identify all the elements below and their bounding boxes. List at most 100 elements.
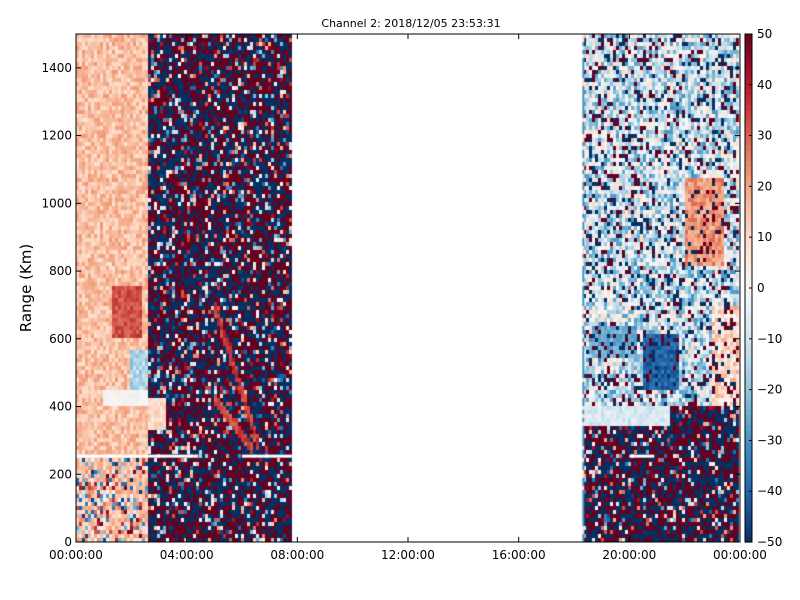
colorbar-segment — [745, 516, 752, 523]
colorbar-segment — [745, 394, 752, 401]
colorbar-segment — [745, 511, 752, 518]
x-tick-label: 00:00:00 — [713, 548, 767, 562]
colorbar-segment — [745, 354, 752, 360]
colorbar-segment — [745, 69, 752, 76]
colorbar-segment — [745, 328, 752, 335]
colorbar-tick-label: −20 — [757, 383, 782, 397]
colorbar-segment — [745, 506, 752, 513]
colorbar-segment — [745, 176, 752, 182]
colorbar-segment — [745, 420, 752, 426]
colorbar-segment — [745, 100, 752, 106]
colorbar-segment — [745, 338, 752, 345]
colorbar-segment — [745, 288, 752, 294]
colorbar-tick-label: 50 — [757, 27, 772, 41]
colorbar-segment — [745, 221, 752, 228]
colorbar-tick-label: 40 — [757, 78, 772, 92]
colorbar-segment — [745, 531, 752, 538]
colorbar-segment — [745, 384, 752, 391]
colorbar-segment — [745, 262, 752, 269]
y-tick-label: 600 — [49, 332, 72, 346]
colorbar-segment — [745, 435, 752, 441]
y-tick-label: 1400 — [41, 61, 72, 75]
y-tick-label: 0 — [64, 535, 72, 549]
colorbar-segment — [745, 74, 752, 81]
colorbar-segment — [745, 155, 752, 162]
colorbar-segment — [745, 206, 752, 213]
x-tick-label: 04:00:00 — [160, 548, 214, 562]
colorbar-segment — [745, 49, 752, 55]
colorbar-segment — [745, 475, 752, 482]
colorbar-segment — [745, 333, 752, 340]
x-tick-label: 12:00:00 — [381, 548, 435, 562]
colorbar-segment — [745, 39, 752, 45]
colorbar-segment — [745, 491, 752, 497]
colorbar: 50 40 30 20 10 0 −10 −20 −30 −40 −50 — [744, 27, 782, 549]
colorbar-segment — [745, 425, 752, 431]
colorbar-tick-label: −10 — [757, 332, 782, 346]
colorbar-segment — [745, 536, 752, 543]
colorbar-segment — [745, 450, 752, 457]
colorbar-segment — [745, 94, 752, 101]
colorbar-segment — [745, 348, 752, 355]
colorbar-segment — [745, 359, 752, 365]
colorbar-segment — [745, 145, 752, 152]
colorbar-segment — [745, 237, 752, 243]
x-tick-label: 08:00:00 — [270, 548, 324, 562]
colorbar-segment — [745, 277, 752, 284]
colorbar-segment — [745, 166, 752, 172]
colorbar-segment — [745, 161, 752, 167]
colorbar-segment — [745, 389, 752, 396]
heatmap-image — [76, 34, 740, 542]
colorbar-segment — [745, 252, 752, 259]
colorbar-segment — [745, 415, 752, 421]
colorbar-segment — [745, 257, 752, 264]
colorbar-segment — [745, 308, 752, 314]
colorbar-segment — [745, 430, 752, 436]
y-tick-label: 1000 — [41, 196, 72, 210]
colorbar-segment — [745, 191, 752, 198]
colorbar-segment — [745, 115, 752, 121]
colorbar-segment — [745, 369, 752, 375]
colorbar-segment — [745, 232, 752, 238]
colorbar-segment — [745, 44, 752, 50]
colorbar-tick-label: 0 — [757, 281, 765, 295]
colorbar-segment — [745, 521, 752, 528]
y-tick-label: 800 — [49, 264, 72, 278]
colorbar-segment — [745, 227, 752, 233]
colorbar-segment — [745, 323, 752, 330]
colorbar-tick-label: 10 — [757, 230, 772, 244]
y-axis-label: Range (Km) — [17, 244, 35, 332]
colorbar-segment — [745, 89, 752, 96]
chart-title: Channel 2: 2018/12/05 23:53:31 — [321, 17, 500, 30]
colorbar-segment — [745, 267, 752, 274]
colorbar-segment — [745, 501, 752, 508]
y-tick-label: 1200 — [41, 129, 72, 143]
colorbar-segment — [745, 282, 752, 289]
colorbar-segment — [745, 120, 752, 127]
colorbar-segment — [745, 470, 752, 477]
colorbar-segment — [745, 374, 752, 381]
colorbar-segment — [745, 313, 752, 320]
colorbar-segment — [745, 399, 752, 406]
colorbar-segment — [745, 440, 752, 447]
colorbar-segment — [745, 465, 752, 472]
colorbar-segment — [745, 486, 752, 492]
colorbar-tick-label: −30 — [757, 433, 782, 447]
colorbar-segment — [745, 496, 752, 502]
colorbar-tick-label: 20 — [757, 179, 772, 193]
colorbar-segment — [745, 135, 752, 142]
colorbar-segment — [745, 455, 752, 462]
colorbar-tick-label: 30 — [757, 129, 772, 143]
x-axis: 00:00:00 04:00:00 08:00:00 12:00:00 16:00:00… — [49, 34, 767, 562]
colorbar-segment — [745, 186, 752, 193]
colorbar-segment — [745, 171, 752, 177]
colorbar-segment — [745, 216, 752, 223]
colorbar-segment — [745, 364, 752, 370]
colorbar-segment — [745, 526, 752, 533]
colorbar-segment — [745, 125, 752, 132]
colorbar-segment — [745, 181, 752, 187]
colorbar-segment — [745, 298, 752, 304]
colorbar-segment — [745, 481, 752, 487]
colorbar-segment — [745, 64, 752, 71]
colorbar-segment — [745, 460, 752, 467]
